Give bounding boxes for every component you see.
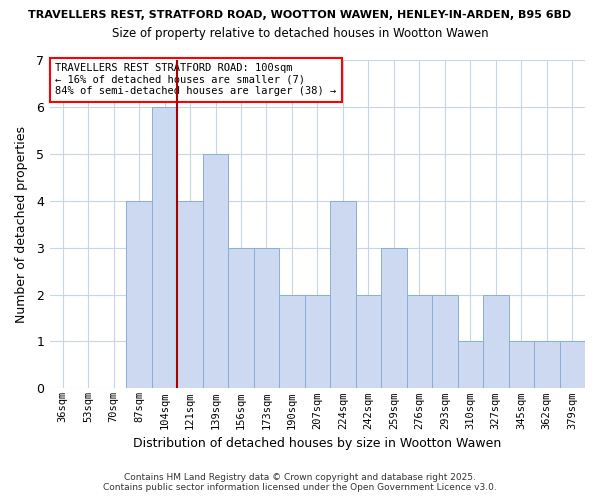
Bar bbox=[381, 248, 407, 388]
Bar bbox=[127, 200, 152, 388]
Bar bbox=[152, 107, 177, 388]
Bar bbox=[330, 200, 356, 388]
Bar bbox=[534, 342, 560, 388]
Bar bbox=[407, 294, 432, 388]
Text: TRAVELLERS REST STRATFORD ROAD: 100sqm
← 16% of detached houses are smaller (7)
: TRAVELLERS REST STRATFORD ROAD: 100sqm ←… bbox=[55, 64, 337, 96]
Bar bbox=[177, 200, 203, 388]
Bar bbox=[356, 294, 381, 388]
Bar bbox=[279, 294, 305, 388]
Bar bbox=[254, 248, 279, 388]
Bar bbox=[228, 248, 254, 388]
X-axis label: Distribution of detached houses by size in Wootton Wawen: Distribution of detached houses by size … bbox=[133, 437, 502, 450]
Bar bbox=[203, 154, 228, 388]
Text: Size of property relative to detached houses in Wootton Wawen: Size of property relative to detached ho… bbox=[112, 28, 488, 40]
Bar bbox=[458, 342, 483, 388]
Y-axis label: Number of detached properties: Number of detached properties bbox=[15, 126, 28, 322]
Text: TRAVELLERS REST, STRATFORD ROAD, WOOTTON WAWEN, HENLEY-IN-ARDEN, B95 6BD: TRAVELLERS REST, STRATFORD ROAD, WOOTTON… bbox=[28, 10, 572, 20]
Bar bbox=[509, 342, 534, 388]
Bar bbox=[560, 342, 585, 388]
Bar bbox=[432, 294, 458, 388]
Bar bbox=[483, 294, 509, 388]
Bar bbox=[305, 294, 330, 388]
Text: Contains HM Land Registry data © Crown copyright and database right 2025.
Contai: Contains HM Land Registry data © Crown c… bbox=[103, 473, 497, 492]
